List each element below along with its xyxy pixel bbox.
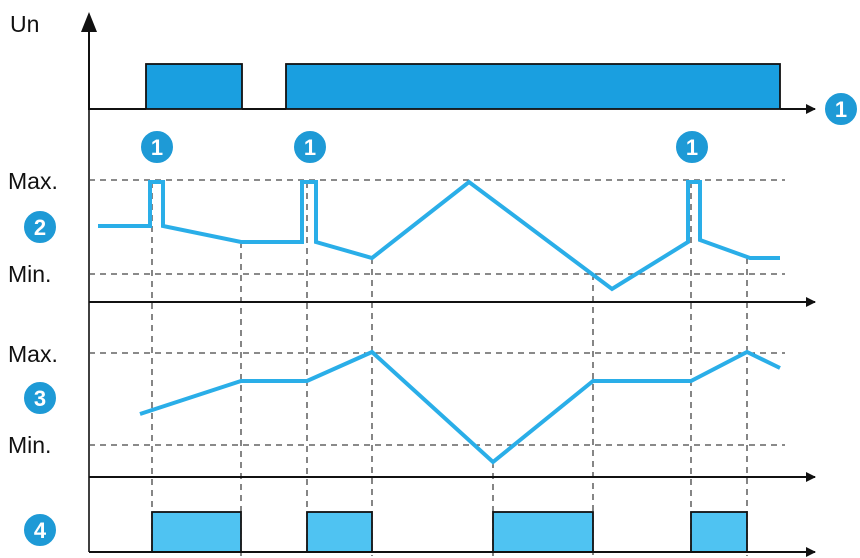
panel4-pulse-3 <box>492 511 594 553</box>
un-pulse-1 <box>145 63 243 110</box>
un-axis-label: Un <box>10 11 39 37</box>
panel3-max-label: Max. <box>8 341 58 367</box>
panel2-min-label: Min. <box>8 261 51 287</box>
badge-1-right: 1 <box>823 91 859 127</box>
panel4-pulse-1 <box>151 511 242 553</box>
svg-text:1: 1 <box>151 135 163 160</box>
svg-text:1: 1 <box>835 97 847 122</box>
badge-1-peak-c: 1 <box>674 129 710 165</box>
panel2-waveform <box>98 179 780 292</box>
svg-text:1: 1 <box>686 135 698 160</box>
badge-1-peak-b: 1 <box>292 129 328 165</box>
badge-1-peak-a: 1 <box>139 129 175 165</box>
svg-text:2: 2 <box>34 215 46 240</box>
time-markers <box>151 182 748 556</box>
badge-2: 2 <box>22 209 58 245</box>
panel3-waveform <box>139 349 781 465</box>
badge-3: 3 <box>22 380 58 416</box>
panel2-max-label: Max. <box>8 168 58 194</box>
panel4-pulse-4 <box>690 511 748 553</box>
svg-text:4: 4 <box>34 518 47 543</box>
un-pulse-2 <box>285 63 781 110</box>
panel4-pulse-2 <box>306 511 373 553</box>
panel3-min-label: Min. <box>8 432 51 458</box>
un-axis-arrow-icon <box>81 12 97 32</box>
svg-text:3: 3 <box>34 386 46 411</box>
svg-text:1: 1 <box>304 135 316 160</box>
badge-4: 4 <box>22 512 58 548</box>
